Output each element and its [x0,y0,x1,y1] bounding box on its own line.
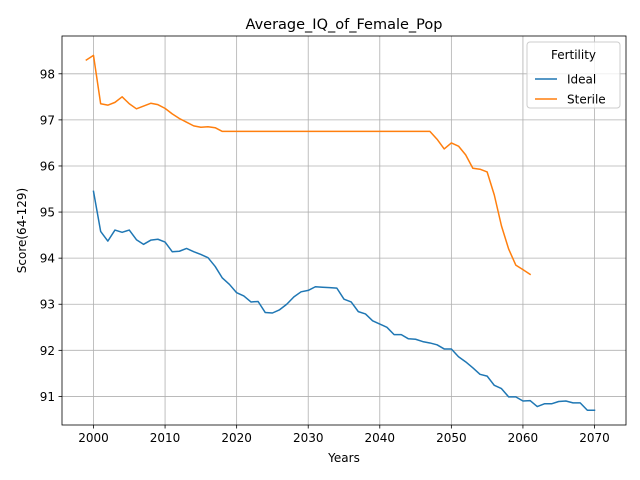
x-tick-label: 2020 [221,431,252,445]
x-tick-label: 2030 [293,431,324,445]
x-tick-label: 2000 [78,431,109,445]
legend-title: Fertility [551,48,596,62]
x-tick-label: 2010 [150,431,181,445]
y-tick-label: 93 [40,298,55,312]
legend-label-sterile: Sterile [567,93,606,107]
legend: Fertility Ideal Sterile [526,41,621,109]
series-line-sterile [85,54,532,276]
x-tick-label: 2040 [365,431,396,445]
y-tick-label: 92 [40,344,55,358]
y-tick-label: 91 [40,390,55,404]
x-tick-label: 2070 [579,431,610,445]
x-tick-label: 2050 [436,431,467,445]
x-tick-label: 2060 [508,431,539,445]
x-axis-label: Years [327,451,360,465]
legend-label-ideal: Ideal [567,73,596,87]
y-axis-ticks: 91 92 93 94 95 96 97 98 [40,67,62,404]
y-tick-label: 96 [40,159,55,173]
series-line-ideal [92,190,596,411]
y-tick-label: 94 [40,252,55,266]
y-tick-label: 95 [40,206,55,220]
legend-entries: Ideal Sterile [535,73,606,107]
y-tick-label: 98 [40,67,55,81]
plot-frame [61,35,627,426]
y-tick-label: 97 [40,113,55,127]
x-axis-ticks: 2000 2010 2020 2030 2040 2050 2060 2070 [78,425,610,445]
chart-title: Average_IQ_of_Female_Pop [246,17,443,33]
legend-box [526,41,621,109]
series-lines [85,54,596,411]
y-axis-label: Score(64-129) [15,188,29,273]
